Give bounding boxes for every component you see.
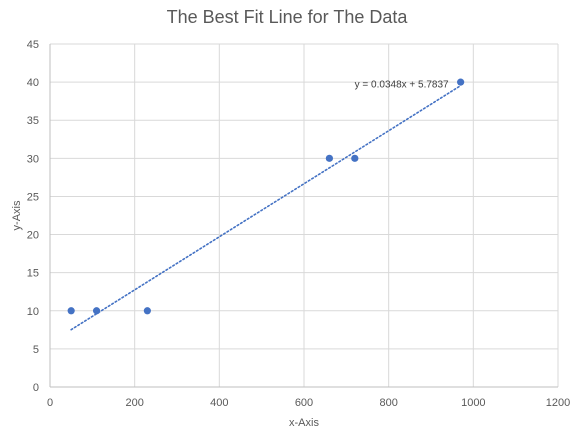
data-point	[325, 154, 333, 162]
data-point	[457, 78, 465, 86]
y-tick-label: 5	[33, 344, 39, 356]
x-tick-label: 400	[210, 397, 228, 409]
trendline-path	[70, 84, 462, 331]
axes: 0 5 10 15 20 25 30 35 40 45 0 200 400 600 800 1000 1200	[27, 39, 570, 409]
y-tick-label: 45	[27, 39, 39, 51]
chart-title: The Best Fit Line for The Data	[167, 7, 409, 27]
y-axis-label: y-Axis	[11, 200, 23, 230]
data-point	[67, 307, 75, 315]
data-point	[92, 307, 101, 315]
data-points	[67, 78, 465, 315]
y-tick-label: 25	[27, 191, 39, 203]
y-tick-label: 30	[27, 153, 39, 165]
trendline-equation: y = 0.0348x + 5.7837	[355, 80, 449, 91]
y-tick-label: 0	[33, 382, 39, 394]
gridlines	[50, 43, 559, 387]
y-tick-label: 20	[27, 230, 39, 242]
data-point	[351, 154, 359, 162]
x-tick-label: 800	[379, 397, 397, 409]
y-tick-label: 35	[27, 115, 39, 127]
y-tick-label: 15	[27, 268, 39, 280]
x-tick-label: 0	[47, 397, 53, 409]
x-tick-label: 1200	[546, 397, 570, 409]
y-tick-label: 10	[27, 306, 39, 318]
trendline	[70, 84, 462, 331]
x-axis-label: x-Axis	[289, 417, 319, 429]
data-point	[143, 307, 151, 315]
y-tick-label: 40	[27, 77, 39, 89]
x-tick-label: 600	[295, 397, 313, 409]
x-tick-label: 1000	[461, 397, 485, 409]
x-tick-label: 200	[125, 397, 143, 409]
